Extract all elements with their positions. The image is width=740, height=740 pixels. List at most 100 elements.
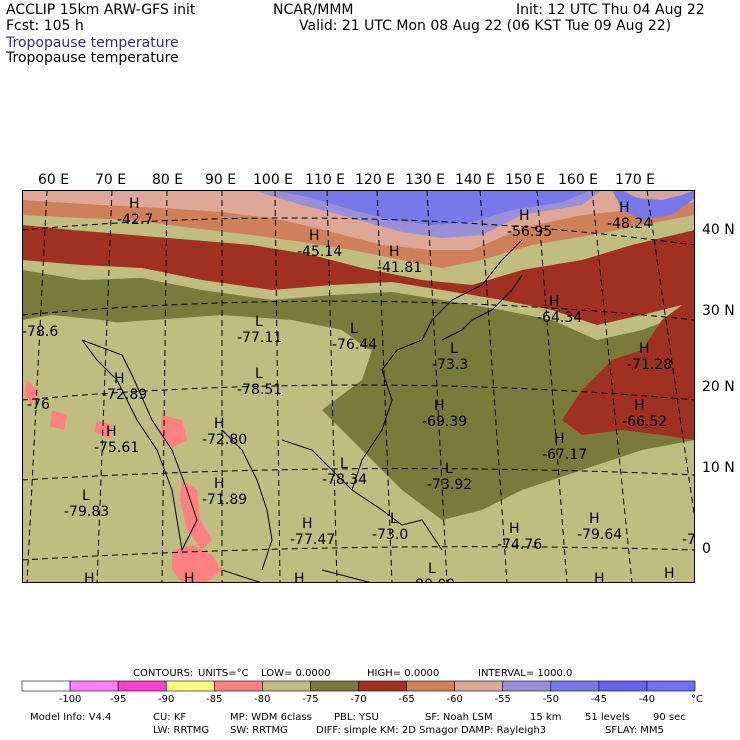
footer-sflay: SFLAY: MM5 <box>605 725 664 736</box>
lat-label: 10 N <box>702 460 735 476</box>
footer-levels: 51 levels <box>585 712 630 723</box>
high-symbol: H <box>294 571 305 583</box>
extremum-value: -73.3 <box>432 357 468 373</box>
colorbar-swatch <box>454 680 504 692</box>
low-symbol: L <box>445 461 453 477</box>
low-symbol: L <box>255 366 263 382</box>
band-blue <box>272 190 592 225</box>
high-symbol: H <box>214 476 225 492</box>
colorbar-swatch <box>550 680 600 692</box>
colorbar-tick: -45 <box>591 694 607 705</box>
colorbar-swatch <box>358 680 407 692</box>
colorbar-tick: -70 <box>350 694 366 705</box>
extremum-value: -41.81 <box>377 260 422 276</box>
low-label: LOW= 0.0000 <box>261 668 331 679</box>
high-symbol: H <box>302 516 313 532</box>
high-symbol: H <box>509 521 520 537</box>
colorbar-swatch <box>598 680 648 692</box>
extremum-value: -74.76 <box>497 537 542 553</box>
colorbar-swatch <box>165 680 215 692</box>
extremum-value: -67.17 <box>542 447 587 463</box>
colorbar-swatch <box>646 680 696 692</box>
low-symbol: L <box>450 341 458 357</box>
footer-timestep: 90 sec <box>653 712 686 723</box>
band-darkred <box>22 225 695 440</box>
footer-model-info: Model Info: V4.4 <box>30 712 112 723</box>
colorbar-swatch <box>21 680 71 692</box>
lon-label: 110 E <box>305 172 346 188</box>
high-symbol: H <box>184 571 195 583</box>
lon-label: 60 E <box>38 172 70 188</box>
high-symbol: H <box>554 431 565 447</box>
colorbar-tick: -65 <box>398 694 414 705</box>
org-label: NCAR/MMM <box>273 2 354 18</box>
lon-label: 140 E <box>455 172 496 188</box>
colorbar-swatch <box>406 680 455 692</box>
colorbar-swatch <box>213 680 263 692</box>
lat-label: 0 <box>702 541 711 557</box>
lon-label: 80 E <box>152 172 184 188</box>
lon-label: 130 E <box>405 172 446 188</box>
colorbar-swatch <box>117 680 167 692</box>
high-symbol: H <box>114 371 125 387</box>
footer-resolution: 15 km <box>530 712 562 723</box>
high-symbol: H <box>434 398 445 414</box>
extremum-value: -77.47 <box>290 532 335 548</box>
extremum-value: -78.51 <box>237 382 282 398</box>
extremum-value: -80.09 <box>410 577 455 583</box>
extremum-value: -64.34 <box>537 310 582 326</box>
extremum-value: -78.6 <box>22 324 58 340</box>
colorbar: -100 -95 -90 -85 -80 -75 -70 -65 -60 -55 -50 -45 -40… <box>21 680 703 705</box>
colorbar-unit: °C <box>691 694 703 705</box>
colorbar-tick: -40 <box>639 694 655 705</box>
extremum-value: -76 <box>27 397 50 413</box>
colorbar-tick: -55 <box>495 694 511 705</box>
high-symbol: H <box>84 571 95 583</box>
lon-label: 150 E <box>505 172 546 188</box>
init-time: Init: 12 UTC Thu 04 Aug 22 <box>516 2 705 18</box>
low-symbol: L <box>255 314 263 330</box>
footer-cu: CU: KF <box>153 712 187 723</box>
graticule <box>22 190 695 583</box>
footer-sw: SW: RRTMG <box>230 725 288 736</box>
high-symbol: H <box>309 228 320 244</box>
high-symbol: H <box>214 416 225 432</box>
band-olive <box>22 270 695 520</box>
extremum-value: -75.61 <box>94 440 139 456</box>
lon-label: 120 E <box>355 172 396 188</box>
lon-label: 170 E <box>615 172 656 188</box>
low-symbol: L <box>340 456 348 472</box>
lon-label: 160 E <box>558 172 599 188</box>
units-label: UNITS=°C <box>198 668 249 679</box>
high-symbol: H <box>106 424 117 440</box>
footer-sf: SF: Noah LSM <box>425 712 493 723</box>
colorbar-tick: -100 <box>59 694 82 705</box>
colorbar-tick: -60 <box>446 694 462 705</box>
colorbar-tick: -80 <box>254 694 270 705</box>
colorbar-tick: -50 <box>543 694 559 705</box>
low-symbol: L <box>82 488 90 504</box>
model-title: ACCLIP 15km ARW-GFS init <box>6 2 196 18</box>
lon-label: 70 E <box>95 172 127 188</box>
high-symbol: H <box>639 341 650 357</box>
high-label: HIGH= 0.0000 <box>367 668 440 679</box>
extremum-value: -42.7 <box>117 212 153 228</box>
footer-pbl: PBL: YSU <box>334 712 379 723</box>
extremum-value: -79.64 <box>577 527 622 543</box>
lon-label: 90 E <box>205 172 237 188</box>
extremum-value: -78.34 <box>322 472 367 488</box>
colorbar-swatch <box>69 680 119 692</box>
footer-lw: LW: RRTMG <box>153 725 210 736</box>
interval-label: INTERVAL= 1000.0 <box>478 668 573 679</box>
extremum-value: -78 <box>682 532 695 548</box>
colorbar-tick: -75 <box>302 694 318 705</box>
high-symbol: H <box>634 398 645 414</box>
extremum-value: -71.28 <box>627 357 672 373</box>
high-symbol: H <box>619 200 630 216</box>
extremum-value: -56.95 <box>507 224 552 240</box>
high-symbol: H <box>129 196 140 212</box>
low-symbol: L <box>390 511 398 527</box>
colorbar-swatch <box>502 680 552 692</box>
extremum-value: -48.24 <box>607 216 652 232</box>
valid-time: Valid: 21 UTC Mon 08 Aug 22 (06 KST Tue … <box>299 18 672 34</box>
